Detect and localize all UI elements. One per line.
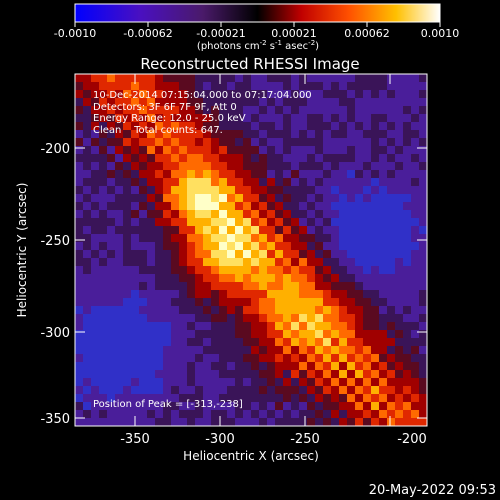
colorbar-tick-label: 0.0010 (421, 27, 460, 40)
plot-title: Reconstructed RHESSI Image (140, 55, 359, 73)
y-tick-label: -300 (40, 326, 70, 341)
colorbar-tick-label: -0.00021 (196, 27, 245, 40)
colorbar-unit-label: (photons cm-2 s-1 asec-2) (197, 39, 319, 52)
y-tick-label: -350 (40, 412, 70, 427)
x-axis-ticks (134, 74, 391, 426)
heatmap-image (75, 74, 428, 427)
colorbar-frame (74, 3, 441, 23)
y-tick-label: -250 (40, 234, 70, 249)
image-annotations: 10-Dec-2014 07:15:04.000 to 07:17:04.000… (93, 90, 312, 410)
colorbar-tick-label: -0.00062 (123, 27, 172, 40)
x-tick-label: -300 (205, 432, 235, 447)
timestamp: 20-May-2022 09:53 (369, 483, 496, 498)
x-tick-label: -350 (120, 432, 150, 447)
heatmap-pixels (75, 74, 428, 427)
y-axis-label: Heliocentric Y (arcsec) (15, 183, 29, 318)
colorbar: -0.0010 -0.00062 -0.00021 0.00021 0.0006… (54, 3, 460, 52)
colorbar-tick-label: 0.00021 (271, 27, 317, 40)
plot-frame (74, 73, 428, 427)
x-axis-label: Heliocentric X (arcsec) (183, 449, 319, 463)
colorbar-gradient (75, 4, 440, 22)
x-tick-label: -200 (397, 432, 427, 447)
annotation-detectors: Detectors: 3F 6F 7F 9F, Att 0 (93, 102, 237, 113)
y-tick-label: -200 (40, 142, 70, 157)
colorbar-tick-label: -0.0010 (54, 27, 96, 40)
x-tick-label: -250 (290, 432, 320, 447)
y-axis-ticks (75, 147, 427, 419)
annotation-energy-range: Energy Range: 12.0 - 25.0 keV (93, 113, 246, 124)
annotation-clean-counts: Clean Total counts: 647. (93, 125, 223, 136)
colorbar-ticks (74, 22, 441, 27)
annotation-time-range: 10-Dec-2014 07:15:04.000 to 07:17:04.000 (93, 90, 312, 101)
annotation-peak-position: Position of Peak = [-313,-238] (93, 399, 243, 410)
colorbar-tick-label: 0.00062 (344, 27, 390, 40)
